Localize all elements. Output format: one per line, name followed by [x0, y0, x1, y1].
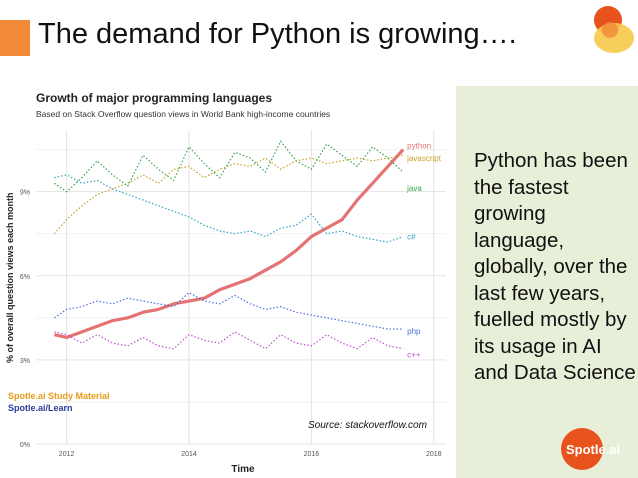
series-labels: python javascript java c# php c++ — [406, 142, 442, 360]
series-line-php — [54, 291, 404, 330]
spotle-top-logo-icon — [594, 6, 634, 53]
y-axis-label: % of overall question views each month — [5, 192, 15, 363]
series-label: javascript — [406, 154, 442, 163]
sidebar-panel — [456, 86, 638, 478]
y-tick-label: 6% — [20, 274, 30, 281]
series-label: php — [407, 327, 421, 336]
line-chart: Growth of major programming languages Ba… — [5, 91, 446, 475]
spotle-logo: Spotle.ai — [561, 428, 620, 470]
x-tick-label: 2014 — [181, 451, 197, 458]
watermark-study-material: Spotle.ai Study Material — [8, 391, 110, 401]
x-tick-label: 2018 — [426, 451, 442, 458]
series-line-csharp — [54, 174, 404, 243]
side-text: Python has been the fastest growing lang… — [474, 149, 636, 384]
series-line-java — [54, 140, 404, 193]
watermark-learn-link: Spotle.ai/Learn — [8, 403, 73, 413]
x-tick-label: 2016 — [304, 451, 320, 458]
y-axis-ticks: 0% 3% 6% 9% — [20, 190, 30, 449]
x-axis-label: Time — [231, 464, 255, 475]
spotle-logo-text: Spotle.ai — [566, 442, 620, 457]
chart-title: Growth of major programming languages — [36, 91, 272, 105]
spotle-logo-badge-icon — [561, 428, 603, 470]
series-line-cplusplus — [54, 331, 404, 350]
x-tick-label: 2012 — [59, 451, 75, 458]
y-tick-label: 3% — [20, 358, 30, 365]
chart-subtitle: Based on Stack Overflow question views i… — [36, 109, 330, 119]
y-tick-label: 9% — [20, 190, 30, 197]
accent-bar — [0, 20, 30, 56]
series-label: c# — [407, 233, 416, 242]
series-label: python — [407, 142, 431, 151]
x-axis-ticks: 2012 2014 2016 2018 — [59, 451, 442, 458]
chart-grid — [36, 130, 446, 445]
series-label: c++ — [407, 351, 421, 360]
y-tick-label: 0% — [20, 442, 30, 449]
series-line-python — [54, 148, 405, 340]
chart-series — [53, 140, 405, 350]
slide-title: The demand for Python is growing…. — [38, 18, 517, 50]
series-line-javascript — [53, 154, 404, 235]
series-label: java — [406, 184, 422, 193]
chart-source: Source: stackoverflow.com — [308, 420, 427, 431]
